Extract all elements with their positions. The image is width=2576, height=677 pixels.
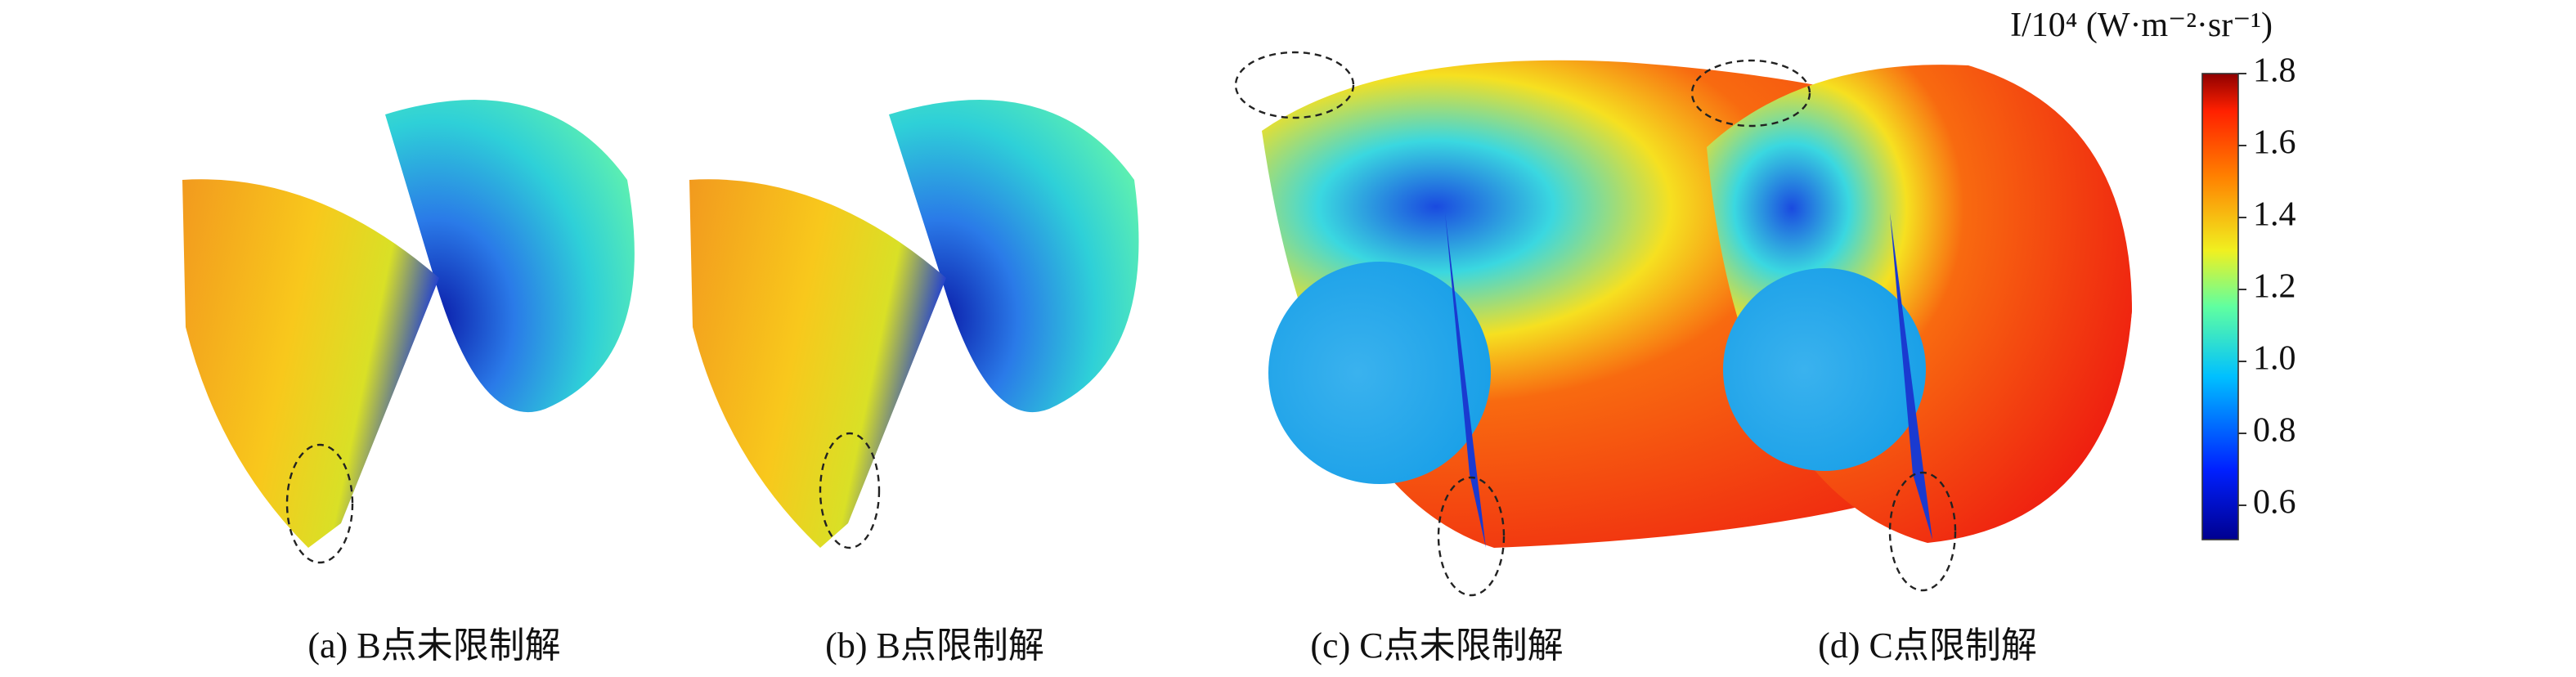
tick-label: 1.4 (2253, 196, 2296, 234)
tick-label: 1.8 (2253, 52, 2296, 90)
captions: (a) B点未限制解 (b) B点限制解 (c) C点未限制解 (d) C点限制解 (307, 625, 2036, 666)
colorbar (2201, 73, 2239, 540)
tick-label: 1.6 (2253, 124, 2296, 162)
tick-label: 0.6 (2253, 484, 2296, 522)
tick-label: 1.0 (2253, 340, 2296, 378)
caption: (d) C点限制解 (1818, 625, 2037, 666)
panel-a (182, 100, 635, 564)
colorbar-ticks: 1.8 1.6 1.4 1.2 1.0 0.8 0.6 (2238, 52, 2296, 522)
caption: (a) B点未限制解 (307, 625, 560, 666)
caption: (b) B点限制解 (825, 625, 1044, 666)
panel-b (689, 100, 1139, 549)
panel-d (1690, 59, 2132, 592)
tick-label: 1.2 (2253, 268, 2296, 306)
colorbar-label: I/10⁴ (W·m⁻²·sr⁻¹) (2010, 7, 2273, 44)
caption: (c) C点未限制解 (1310, 625, 1563, 666)
tick-label: 0.8 (2253, 412, 2296, 450)
